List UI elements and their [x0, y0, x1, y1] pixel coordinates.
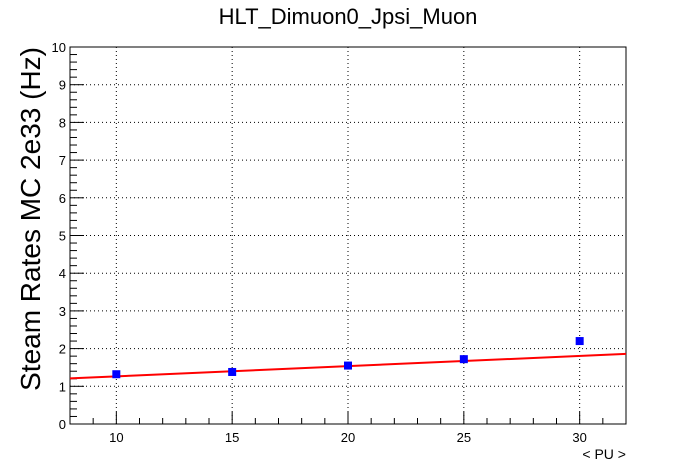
- x-tick-label: 20: [341, 430, 355, 445]
- y-tick-label: 6: [59, 191, 66, 206]
- data-point: [112, 370, 121, 379]
- y-tick-label: 8: [59, 115, 66, 130]
- data-point: [575, 337, 584, 346]
- x-axis-label: < PU >: [582, 446, 626, 462]
- y-tick-label: 4: [59, 266, 66, 281]
- y-tick-label: 10: [52, 40, 66, 55]
- chart-title: HLT_Dimuon0_Jpsi_Muon: [219, 4, 478, 29]
- y-tick-label: 7: [59, 153, 66, 168]
- axis-ticks: [69, 46, 627, 425]
- x-tick-label: 25: [457, 430, 471, 445]
- y-tick-label: 9: [59, 78, 66, 93]
- data-points: [112, 337, 584, 379]
- y-tick-label: 2: [59, 342, 66, 357]
- y-tick-label: 3: [59, 304, 66, 319]
- y-tick-label: 1: [59, 379, 66, 394]
- data-point: [228, 367, 237, 376]
- x-tick-labels: 10 15 20 25 30: [109, 430, 587, 445]
- y-axis-label: Steam Rates MC 2e33 (Hz): [15, 47, 46, 391]
- x-tick-label: 10: [109, 430, 123, 445]
- y-tick-labels: 0 1 2 3 4 5 6 7 8 9 10: [52, 40, 66, 432]
- data-point: [459, 355, 468, 364]
- data-point: [344, 361, 352, 370]
- x-tick-label: 15: [225, 430, 239, 445]
- y-tick-label: 5: [59, 229, 66, 244]
- x-tick-label: 30: [572, 430, 586, 445]
- y-tick-label: 0: [59, 417, 66, 432]
